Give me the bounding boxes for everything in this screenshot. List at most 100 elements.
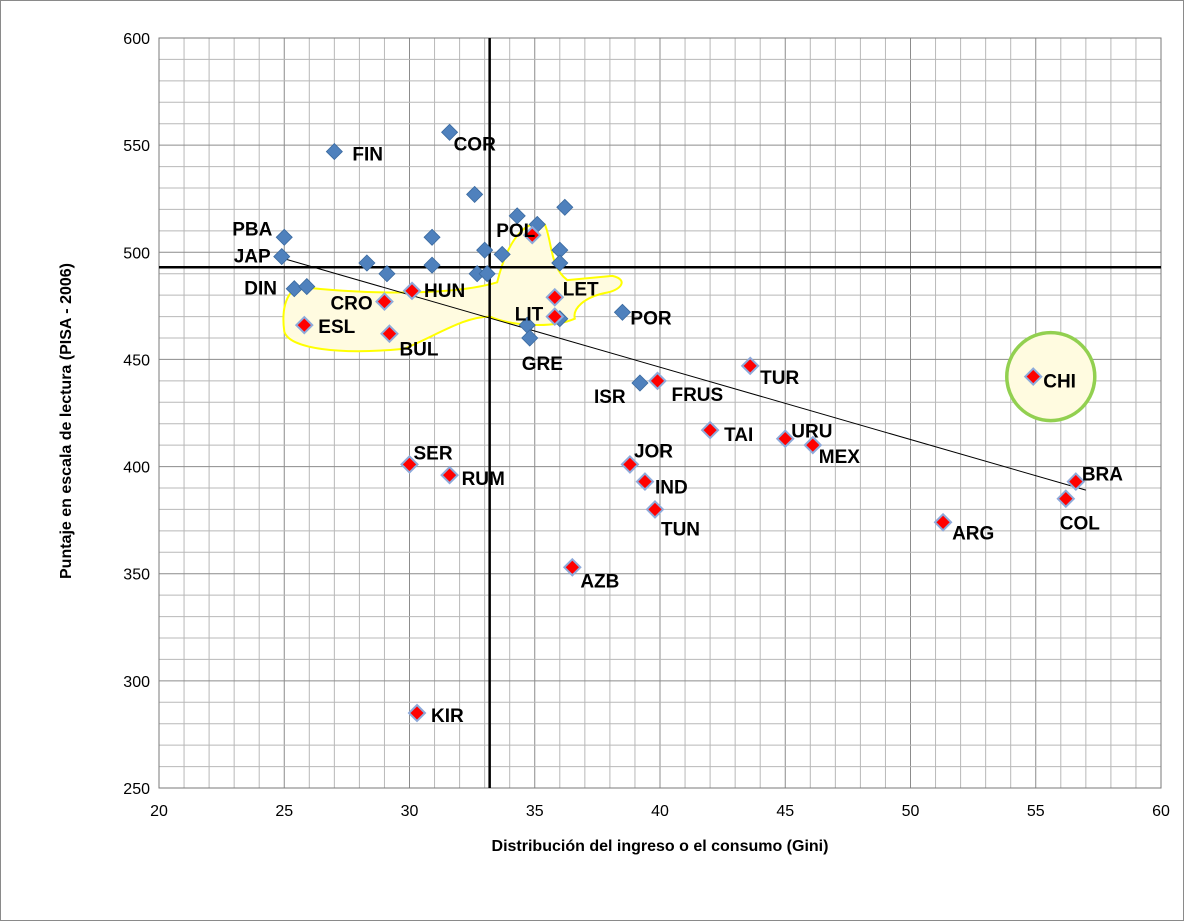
data-point-blue	[493, 245, 511, 263]
data-point-red	[648, 371, 667, 391]
data-point-blue	[298, 278, 316, 296]
y-tick-label: 600	[123, 31, 150, 48]
y-tick-label: 400	[123, 460, 150, 477]
y-tick-label: 500	[123, 245, 150, 262]
chi-highlight-circle	[1005, 330, 1097, 423]
point-label-frus: FRUS	[671, 385, 723, 406]
data-point-blue	[521, 329, 539, 347]
data-point-red	[400, 455, 419, 474]
point-label-bul: BUL	[399, 340, 438, 361]
gridlines	[158, 37, 1162, 789]
x-tick-label: 40	[651, 803, 669, 820]
point-label-jor: JOR	[634, 441, 673, 462]
x-axis-title: Distribución del ingreso o el consumo (G…	[492, 838, 829, 855]
data-point-red	[545, 307, 565, 326]
y-tick-label: 250	[123, 781, 150, 798]
data-point-blue	[631, 374, 649, 392]
data-points	[273, 123, 1086, 723]
x-tick-labels: 20 25 30 35 40 45 50 55 60	[150, 803, 1170, 820]
data-point-red	[803, 435, 823, 455]
data-point-red	[440, 465, 459, 485]
data-point-blue	[441, 123, 459, 141]
point-label-azb: AZB	[580, 571, 619, 592]
data-point-blue	[275, 228, 293, 246]
y-tick-label: 450	[123, 352, 150, 369]
data-point-red	[522, 225, 542, 245]
trendline	[284, 258, 1086, 491]
point-label-jap: JAP	[234, 247, 271, 268]
point-label-cor: COR	[454, 134, 497, 155]
x-tick-label: 20	[150, 803, 168, 820]
point-label-arg: ARG	[952, 523, 994, 544]
data-point-red	[645, 500, 665, 519]
point-label-esl: ESL	[318, 317, 355, 338]
y-axis-title: Puntaje en escala de lectura (PISA - 200…	[58, 263, 75, 579]
data-point-red	[407, 703, 427, 723]
plot-border	[158, 37, 1162, 789]
point-label-tur: TUR	[760, 368, 799, 389]
data-point-red	[620, 455, 640, 474]
x-tick-label: 25	[275, 803, 293, 820]
data-point-blue	[478, 265, 496, 283]
data-point-blue	[423, 228, 441, 246]
data-point-red	[740, 356, 760, 376]
x-tick-label: 55	[1027, 803, 1045, 820]
y-tick-label: 550	[123, 138, 150, 155]
data-point-blue	[508, 207, 526, 225]
point-label-fin: FIN	[352, 145, 383, 166]
data-point-red	[375, 292, 394, 311]
data-point-blue	[378, 265, 396, 283]
point-label-hun: HUN	[424, 281, 465, 302]
data-point-red	[294, 315, 314, 335]
point-label-chi: CHI	[1043, 372, 1076, 393]
x-tick-label: 45	[776, 803, 794, 820]
y-tick-label: 300	[123, 674, 150, 691]
data-point-red	[380, 324, 399, 344]
data-point-red	[635, 472, 655, 491]
data-point-red	[402, 281, 422, 301]
data-point-blue	[613, 303, 631, 321]
y-tick-labels: 250 300 350 400 450 500 550 600	[123, 31, 150, 798]
data-point-blue	[466, 185, 484, 203]
y-tick-label: 350	[123, 567, 150, 584]
point-label-pol: POL	[496, 221, 535, 242]
data-point-blue	[551, 254, 569, 272]
point-label-uru: URU	[791, 422, 832, 443]
point-label-mex: MEX	[819, 447, 861, 468]
point-label-ser: SER	[414, 443, 453, 464]
data-point-red	[562, 557, 582, 577]
point-label-tai: TAI	[724, 425, 753, 446]
cluster-highlight-outline	[282, 222, 623, 353]
data-point-blue	[476, 241, 494, 259]
point-label-pba: PBA	[232, 219, 272, 240]
data-point-red	[1056, 489, 1076, 509]
data-point-red	[545, 287, 565, 307]
point-label-din: DIN	[244, 279, 277, 300]
data-point-blue	[325, 143, 343, 161]
x-tick-label: 35	[526, 803, 544, 820]
point-label-let: LET	[563, 279, 599, 300]
point-label-isr: ISR	[594, 387, 626, 408]
data-point-blue	[556, 198, 574, 216]
data-point-blue	[358, 254, 376, 272]
x-tick-label: 60	[1152, 803, 1170, 820]
trend-line	[284, 258, 1086, 491]
data-point-red	[700, 420, 720, 440]
point-label-kir: KIR	[431, 706, 464, 727]
reference-lines	[159, 38, 1161, 788]
x-tick-label: 30	[401, 803, 419, 820]
point-label-col: COL	[1060, 514, 1101, 535]
data-point-blue	[423, 256, 441, 274]
x-tick-label: 50	[902, 803, 920, 820]
point-label-bra: BRA	[1082, 465, 1123, 486]
point-label-por: POR	[630, 308, 671, 329]
point-label-ind: IND	[655, 478, 688, 499]
point-label-lit: LIT	[515, 305, 544, 326]
data-point-red	[775, 429, 795, 449]
point-label-cro: CRO	[330, 294, 372, 315]
data-point-red	[933, 512, 953, 532]
highlight-annotations	[282, 222, 1097, 423]
data-point-blue	[273, 248, 291, 266]
